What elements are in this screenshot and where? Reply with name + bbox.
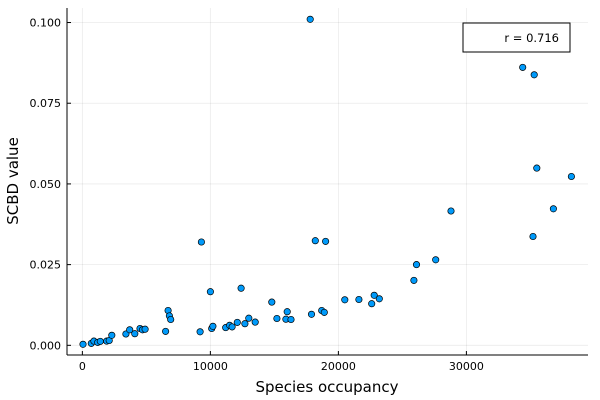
data-point [131,330,139,338]
data-point [355,295,363,304]
data-point [228,323,236,331]
x-tick-label: 10000 [193,360,228,373]
data-point [530,71,538,79]
y-tick-label: 0.100 [30,17,62,30]
y-axis-label: SCBD value [4,137,22,225]
y-tick-label: 0.075 [30,97,62,110]
data-point [233,318,241,326]
data-point [96,337,104,345]
data-point [287,315,295,324]
data-point [311,237,319,245]
x-tick-label: 30000 [449,360,484,373]
data-point [567,172,575,181]
data-point [322,237,330,245]
data-point [126,326,134,334]
data-point [206,288,214,296]
data-point [410,276,418,284]
data-point [368,300,376,308]
data-point [283,308,291,316]
data-point [108,331,116,339]
data-point [533,164,541,172]
data-point [196,328,204,336]
y-tick-label: 0.050 [30,178,62,191]
data-point [306,15,314,23]
data-point [375,295,383,303]
y-tick-label: 0.025 [30,259,62,272]
data-point [529,232,537,241]
data-point [412,261,421,269]
data-point [197,238,205,246]
data-point [341,296,349,304]
legend: r = 0.716 [462,22,571,53]
axes [66,8,588,356]
data-point [370,291,378,299]
data-point [167,315,175,324]
data-point [141,325,149,333]
data-point [162,327,170,335]
data-point [79,340,87,348]
x-axis-label: Species occupancy [255,378,398,396]
ticks: 0 10000 20000 30000 0.000 0.025 0.050 0.075 0.10… [30,17,484,373]
data-points [79,15,575,348]
data-point [251,318,259,326]
data-point [237,284,245,292]
grid [67,8,588,355]
legend-box [462,22,571,53]
data-point [273,314,281,323]
data-point [320,308,328,316]
data-point [549,205,557,213]
y-tick-label: 0.000 [30,339,62,352]
legend-entry: r = 0.716 [504,31,559,45]
data-point [447,207,455,215]
data-point [432,256,440,264]
data-point [519,63,527,71]
data-point [209,322,217,330]
data-point [268,298,276,306]
data-point [245,314,253,322]
data-point [241,320,249,328]
x-tick-label: 20000 [321,360,356,373]
data-point [307,310,316,318]
x-tick-label: 0 [79,360,86,373]
